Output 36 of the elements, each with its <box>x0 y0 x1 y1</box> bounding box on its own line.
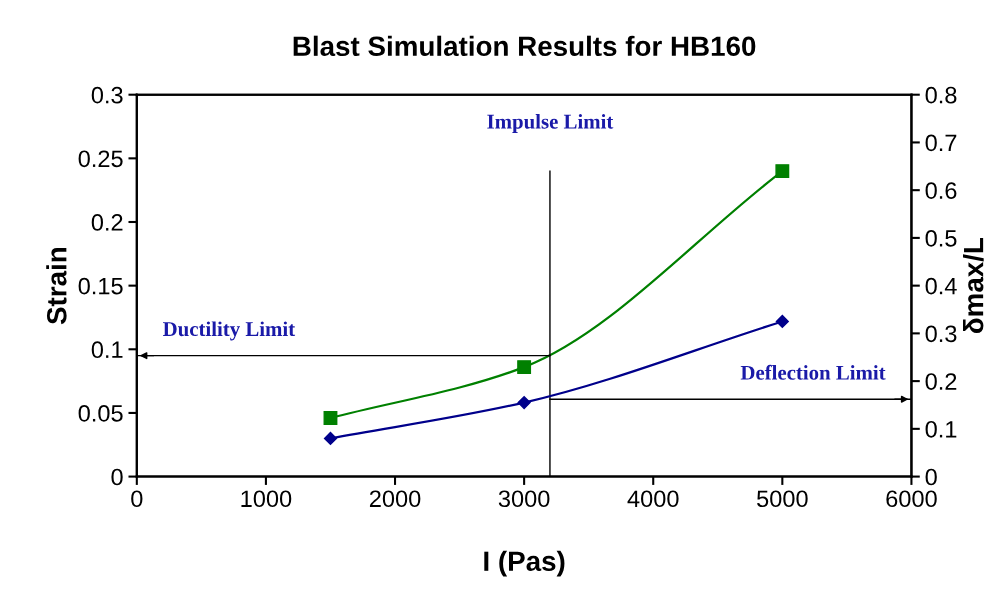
y2-tick-label: 0.3 <box>925 325 957 343</box>
point <box>775 314 789 329</box>
y-tick-label: 0.25 <box>78 150 123 168</box>
y2-tick-label: 0.8 <box>925 86 957 104</box>
x-tick-label: 5000 <box>757 490 808 508</box>
y-tick-label: 0.2 <box>91 214 123 231</box>
y2-tick-label: 0 <box>925 468 937 486</box>
x-tick-label: 6000 <box>886 490 937 508</box>
point <box>775 164 790 179</box>
y-tick-label: 0.15 <box>78 277 123 295</box>
x-tick-label: 1000 <box>241 490 292 508</box>
y2-tick-label: 0.6 <box>925 182 957 199</box>
ref-line-label: Impulse Limit <box>487 114 614 133</box>
point <box>323 411 338 425</box>
x-tick-label: 4000 <box>627 490 679 508</box>
point <box>323 431 338 445</box>
ref-line-label: Deflection Limit <box>740 364 886 380</box>
y-tick-label: 0.3 <box>91 86 123 104</box>
x-tick-label: 0 <box>131 490 143 508</box>
y2-tick-label: 0.5 <box>925 229 957 247</box>
y2-tick-label: 0.4 <box>925 277 957 295</box>
point <box>517 396 531 410</box>
x-axis-title: I (Pas) <box>484 550 565 577</box>
ref-line-label: Ductility Limit <box>163 321 296 341</box>
y-axis-title: Strain <box>46 248 67 325</box>
y-tick-label: 0.1 <box>91 341 123 359</box>
y2-tick-label: 0.1 <box>925 420 957 438</box>
y-tick-label: 0 <box>111 468 123 486</box>
x-tick-label: 2000 <box>369 490 421 508</box>
chart-title: Blast Simulation Results for HB160 <box>293 35 756 57</box>
y2-tick-label: 0.7 <box>925 134 957 152</box>
y2-axis-title: δmax/L <box>963 237 984 334</box>
y2-tick-label: 0.2 <box>925 373 957 390</box>
y-tick-label: 0.05 <box>78 405 123 422</box>
x-tick-label: 3000 <box>498 490 550 508</box>
point <box>517 360 532 375</box>
